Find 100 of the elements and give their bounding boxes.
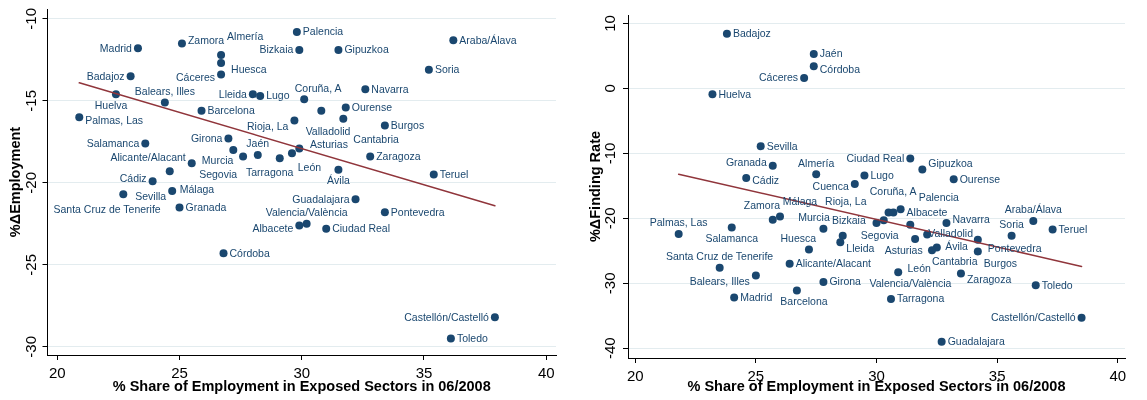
annotation: Cuenca: [812, 180, 849, 193]
annotation: Sevilla: [135, 190, 167, 203]
point: [956, 269, 965, 278]
annotation: Albacete: [906, 205, 948, 218]
annotation: Teruel: [1058, 222, 1088, 235]
point: [175, 203, 184, 212]
annotation: Zamora: [743, 198, 781, 211]
point: [292, 27, 301, 36]
point: [366, 152, 375, 161]
y-tick-label: -20: [601, 207, 619, 230]
point: [838, 231, 847, 240]
annotation: Ourense: [959, 172, 1001, 185]
annotation: Guadalajara: [292, 192, 350, 205]
annotation: Cáceres: [759, 71, 799, 84]
annotation: León: [297, 160, 322, 173]
y-tick-label: 10: [601, 15, 619, 32]
point: [896, 205, 905, 214]
point: [300, 95, 309, 104]
point: [256, 91, 265, 100]
annotation: Madrid: [740, 290, 773, 303]
point: [290, 116, 299, 125]
annotation: Murcia: [798, 211, 830, 224]
point: [730, 293, 739, 302]
annotation: Córdoba: [229, 246, 270, 259]
point: [911, 235, 920, 244]
annotation: Soria: [434, 63, 460, 76]
point: [949, 175, 958, 184]
annotation: Albacete: [252, 221, 294, 234]
point: [217, 50, 226, 59]
annotation: Ciudad Real: [846, 151, 905, 164]
point: [449, 36, 458, 45]
annotation: Segovia: [199, 167, 238, 180]
annotation: Valladolid: [305, 124, 351, 137]
annotation: Lugo: [870, 168, 894, 181]
annotation: Palmas, Las: [85, 113, 144, 126]
annotation: Jaén: [819, 47, 843, 60]
annotation: Salamanca: [86, 136, 140, 149]
point: [217, 70, 226, 79]
point: [119, 190, 128, 199]
annotation: Bizkaia: [831, 213, 866, 226]
point: [219, 249, 228, 258]
annotation: Castellón/Castelló: [404, 310, 490, 323]
point: [937, 337, 946, 346]
annotation: Málaga: [179, 182, 215, 195]
annotation: Cáceres: [175, 70, 216, 83]
annotation: Alicante/Alacant: [110, 150, 186, 163]
point: [224, 134, 233, 143]
annotation: Valencia/València: [869, 276, 952, 289]
annotation: Tarragona: [246, 165, 294, 178]
y-tick-label: 0: [601, 84, 619, 93]
annotation: Barcelona: [207, 104, 255, 117]
point: [819, 277, 828, 286]
annotation: Huelva: [718, 87, 752, 100]
x-tick-label: 20: [626, 367, 644, 385]
annotation: Navarra: [371, 82, 409, 95]
annotation: Barcelona: [780, 294, 828, 307]
annotation: Toledo: [456, 331, 488, 344]
point: [1031, 281, 1040, 290]
annotation: Palencia: [302, 25, 344, 38]
x-tick-label: 40: [1109, 367, 1127, 385]
point: [133, 44, 142, 53]
annotation: Valencia/València: [265, 206, 348, 219]
annotation: Araba/Álava: [459, 33, 517, 46]
annotation: Toledo: [1041, 278, 1073, 291]
annotation: Zaragoza: [376, 149, 421, 162]
annotation: Segovia: [860, 229, 899, 242]
point: [341, 103, 350, 112]
x-tick-label: 40: [537, 364, 555, 382]
point: [168, 187, 177, 196]
annotation: Almería: [798, 156, 835, 169]
annotation: Coruña, A: [869, 185, 917, 198]
annotation: Cantabria: [353, 133, 399, 146]
annotation: Coruña, A: [294, 81, 342, 94]
point: [253, 150, 262, 159]
point: [1077, 313, 1086, 322]
annotation: Rioja, La: [246, 119, 289, 132]
point: [1007, 231, 1016, 240]
point: [295, 46, 304, 54]
point: [380, 121, 389, 130]
point: [351, 195, 360, 204]
point: [819, 224, 828, 233]
annotation: Almería: [227, 30, 264, 43]
annotation: Santa Cruz de Tenerife: [665, 250, 774, 263]
annotation: Palencia: [918, 190, 960, 203]
annotation: Lugo: [266, 89, 290, 102]
annotation: Pontevedra: [390, 205, 445, 218]
annotation: Balears, Illes: [689, 274, 750, 287]
point: [776, 212, 784, 221]
point: [836, 238, 845, 247]
point: [785, 259, 794, 268]
point: [756, 142, 765, 151]
annotation: Badajoz: [86, 69, 125, 82]
point: [217, 59, 226, 68]
point: [812, 170, 821, 179]
y-tick-label: -10: [601, 142, 619, 165]
annotation: Ourense: [351, 100, 393, 113]
annotation: Alicante/Alacant: [795, 257, 872, 270]
point: [248, 90, 257, 99]
point: [75, 113, 84, 122]
point: [148, 177, 157, 186]
